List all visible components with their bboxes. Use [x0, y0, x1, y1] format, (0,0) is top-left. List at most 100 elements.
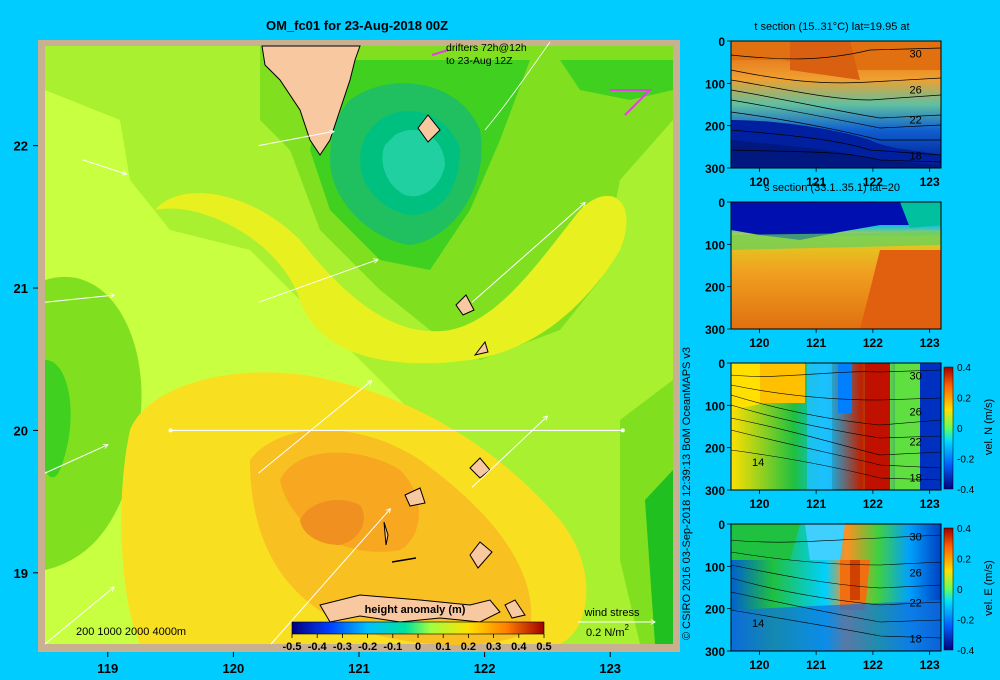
wind-legend-scale: 0.2 N/m2 — [586, 623, 630, 639]
land-island-6 — [469, 541, 493, 569]
drifter-tracks — [431, 41, 653, 131]
wind-vector — [270, 509, 390, 645]
colorbar-tick-label: -0.4 — [308, 641, 328, 653]
contour-label: 14 — [752, 618, 764, 630]
contour-label: 26 — [910, 567, 922, 579]
lon-tick-label: 120 — [223, 661, 245, 676]
panel-x-tick-label: 120 — [749, 658, 769, 672]
panel-frame-ve — [730, 523, 942, 652]
panel-y-tick-label: 300 — [705, 162, 725, 176]
panel-x-tick-label: 123 — [920, 658, 940, 672]
panel-y-tick-label: 200 — [705, 603, 725, 617]
lon-tick-label: 119 — [97, 661, 118, 676]
panel-x-tick-label: 122 — [863, 336, 883, 350]
depth-legend: 200 1000 2000 4000m — [76, 626, 186, 638]
colorbar-vel-e — [943, 527, 954, 651]
panel-y-tick-label: 100 — [705, 238, 725, 252]
land-island-1 — [417, 114, 441, 143]
panel-y-tick-label: 200 — [705, 120, 725, 134]
panel-vel-e — [730, 523, 942, 652]
vel-colorbar-tick-label: -0.4 — [957, 646, 975, 657]
wind-legend-label: wind stress — [583, 607, 640, 619]
colorbar-tick-label: 0.4 — [511, 641, 527, 653]
vel-colorbar-tick-label: 0.4 — [957, 524, 971, 535]
land-island-7 — [383, 521, 389, 546]
colorbar-tick-label: -0.3 — [333, 641, 352, 653]
lon-ticks: 119 120 121 122 123 — [97, 652, 621, 676]
land-areas — [261, 45, 526, 623]
lat-ticks: 22 21 20 19 — [14, 139, 38, 581]
colorbar-ramp — [291, 621, 545, 635]
ssh-field — [45, 46, 673, 645]
panel-x-tick-label: 121 — [806, 336, 826, 350]
contour-label: 30 — [910, 371, 922, 383]
colorbar-label-vn: vel. N (m/s) — [983, 399, 995, 455]
vel-colorbar-tick-label: 0 — [957, 585, 963, 596]
wind-vector — [44, 587, 114, 645]
panel-x-tick-label: 123 — [920, 175, 940, 189]
vel-colorbar-tick-label: 0.4 — [957, 363, 971, 374]
panel-y-tick-label: 200 — [705, 442, 725, 456]
wind-vector — [258, 131, 334, 147]
land-island-5 — [404, 487, 426, 507]
land-luzon-north — [319, 594, 501, 623]
lat-tick-label: 22 — [14, 139, 28, 154]
land-island-2 — [455, 294, 475, 316]
wind-vector — [471, 203, 585, 303]
lon-tick-label: 121 — [348, 661, 370, 676]
lon-tick-label: 123 — [599, 661, 621, 676]
panel-x-tick-label: 123 — [920, 336, 940, 350]
colorbar-tick-label: -0.5 — [283, 641, 302, 653]
contour-label: 18 — [910, 633, 922, 645]
vel-colorbar-tick-label: 0.2 — [957, 394, 971, 405]
contour-label: 18 — [910, 150, 922, 162]
wind-vector — [82, 159, 127, 174]
wind-vector — [258, 381, 372, 474]
panel-y-tick-label: 300 — [705, 484, 725, 498]
panel-y-tick-label: 300 — [705, 323, 725, 337]
panel-x-tick-label: 120 — [749, 336, 769, 350]
panel-y-tick-label: 300 — [705, 645, 725, 659]
panel-y-tick-label: 0 — [718, 35, 725, 49]
panel-y-tick-label: 0 — [718, 357, 725, 371]
land-island-8 — [504, 599, 526, 619]
lat-tick-label: 21 — [14, 281, 28, 296]
colorbar-vel-n — [943, 366, 954, 490]
panel-t-section: t section (15..31°C) lat=19.95 at — [730, 21, 942, 169]
contour-label: 22 — [910, 437, 922, 449]
vel-colorbar-tick-label: 0.2 — [957, 555, 971, 566]
panel-frame-s — [730, 201, 942, 330]
panel-s-section: s section (33.1..35.1) lat=20 — [730, 182, 942, 330]
colorbar-tick-label: -0.2 — [358, 641, 377, 653]
panel-x-tick-label: 120 — [749, 175, 769, 189]
contour-label: 30 — [910, 532, 922, 544]
contours-vn — [730, 369, 942, 481]
contour-label: 22 — [910, 115, 922, 127]
lat-tick-label: 20 — [14, 423, 28, 438]
contour-label: 22 — [910, 598, 922, 610]
colorbar-tick-label: -0.1 — [383, 641, 402, 653]
lat-tick-label: 19 — [14, 566, 28, 581]
panel-x-tick-label: 121 — [806, 497, 826, 511]
vel-colorbars: vel. N (m/s) vel. E (m/s) 0.4 0.2 0 -0.2 -0.… — [943, 363, 995, 657]
colorbar-title: height anomaly (m) — [365, 604, 466, 616]
panel-frame-vn — [730, 362, 942, 491]
colorbar-tick-label: 0.1 — [436, 641, 451, 653]
drifters-label-2: to 23-Aug 12Z — [446, 55, 513, 67]
land-taiwan-south — [261, 45, 361, 156]
wind-vector — [44, 295, 114, 303]
panel-x-tick-label: 122 — [863, 175, 883, 189]
panel-x-tick-label: 122 — [863, 497, 883, 511]
contour-label: 26 — [910, 406, 922, 418]
drifters-label: drifters 72h@12h — [446, 42, 527, 54]
panel-x-tick-label: 120 — [749, 497, 769, 511]
contour-label: 18 — [910, 472, 922, 484]
wind-vector — [471, 416, 547, 488]
wind-vector — [44, 445, 108, 474]
wind-vectors — [44, 131, 585, 645]
colorbar-tick-label: 0.3 — [486, 641, 501, 653]
colorbar-tick-label: 0.5 — [536, 641, 551, 653]
contour-label: 14 — [752, 457, 764, 469]
